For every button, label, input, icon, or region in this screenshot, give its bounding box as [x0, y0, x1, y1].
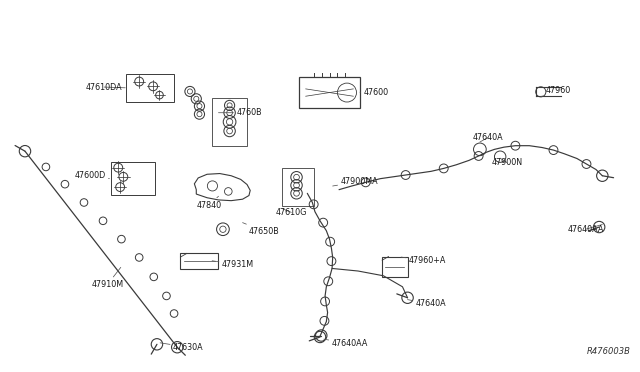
- Text: 47900MA: 47900MA: [333, 177, 378, 186]
- Text: 47640A: 47640A: [472, 133, 503, 142]
- Text: 4760B: 4760B: [218, 108, 262, 117]
- Text: 47600: 47600: [360, 88, 388, 97]
- Text: 47650B: 47650B: [243, 223, 280, 236]
- Text: 47931M: 47931M: [212, 260, 254, 269]
- Bar: [300, 77, 360, 108]
- Text: 47600D: 47600D: [74, 171, 109, 180]
- Text: 47900N: 47900N: [492, 158, 522, 167]
- Text: 47960+A: 47960+A: [401, 256, 446, 265]
- Text: 47610DA: 47610DA: [86, 83, 125, 92]
- Bar: [212, 98, 247, 146]
- Text: 47610G: 47610G: [276, 208, 307, 217]
- Text: 47640AA: 47640AA: [324, 339, 368, 348]
- Text: 47630A: 47630A: [160, 343, 204, 352]
- Bar: [127, 74, 174, 102]
- Text: 47840: 47840: [196, 196, 221, 209]
- Bar: [180, 253, 218, 269]
- Bar: [111, 162, 155, 195]
- Text: 47910M: 47910M: [92, 267, 124, 289]
- Text: 47960: 47960: [541, 86, 570, 97]
- Text: R476003B: R476003B: [587, 347, 631, 356]
- Bar: [382, 257, 408, 277]
- Text: 47640AA: 47640AA: [568, 224, 604, 234]
- Text: 47640A: 47640A: [408, 299, 446, 308]
- Bar: [282, 168, 314, 206]
